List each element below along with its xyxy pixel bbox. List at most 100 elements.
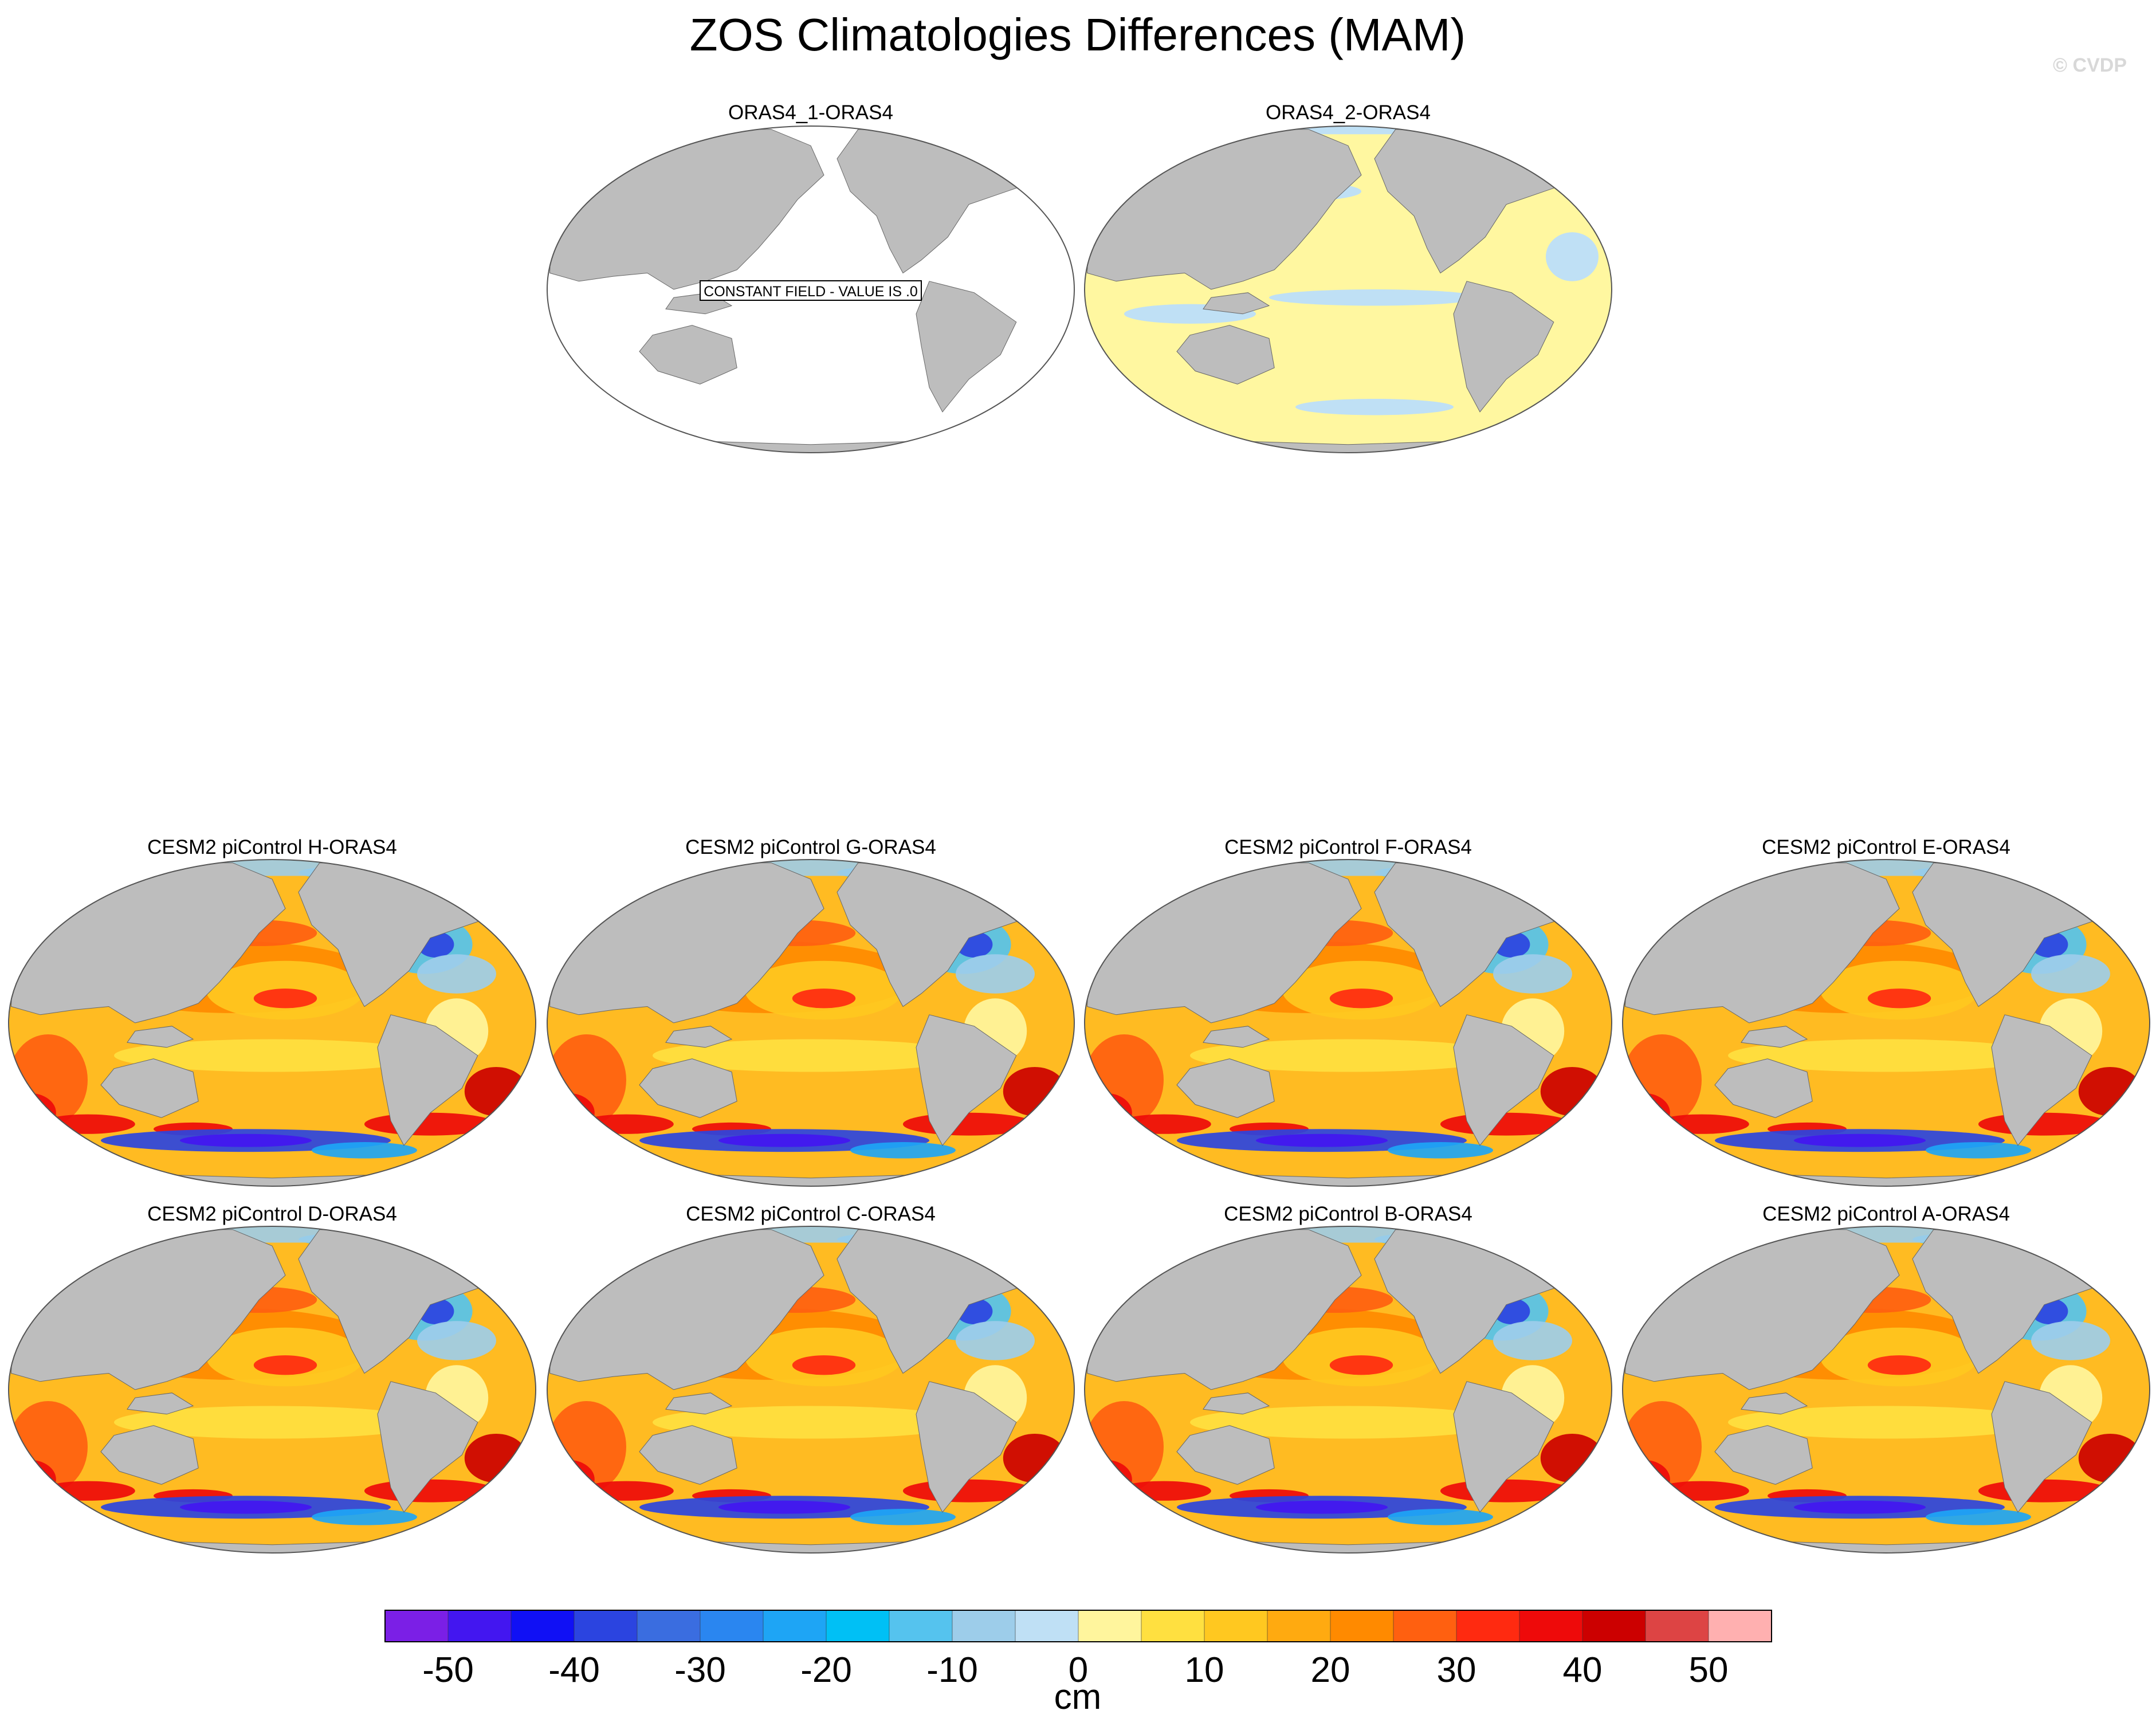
anomaly-patch	[180, 1500, 312, 1514]
colorbar-swatch	[1582, 1610, 1646, 1642]
map-border	[1084, 125, 1612, 453]
colorbar-swatch	[1708, 1610, 1772, 1642]
colorbar-swatch	[889, 1610, 953, 1642]
anomaly-patch	[956, 954, 1035, 994]
anomaly-patch	[312, 1509, 417, 1525]
anomaly-patch	[1329, 988, 1393, 1009]
colorbar-swatch	[510, 1610, 575, 1642]
anomaly-patch	[417, 1321, 496, 1360]
land-aus	[1176, 1058, 1275, 1118]
colorbar-frame	[384, 1610, 1772, 1642]
anomaly-patch	[1926, 1142, 2031, 1159]
land-indo	[1741, 1392, 1808, 1415]
anomaly-patch	[850, 1509, 956, 1525]
colorbar-swatch	[826, 1610, 890, 1642]
colorbar-swatch	[1015, 1610, 1079, 1642]
land-sam	[377, 1014, 478, 1146]
colorbar-tick-label: 30	[1437, 1650, 1476, 1690]
anomaly-patch	[417, 954, 496, 994]
land-indo	[1741, 1026, 1808, 1048]
colorbar-swatch	[384, 1610, 449, 1642]
anomaly-patch	[1295, 398, 1454, 415]
land-sam	[1453, 1381, 1554, 1513]
colorbar-tick-label: 50	[1689, 1650, 1729, 1690]
anomaly-patch	[1493, 1321, 1572, 1360]
land-sam	[916, 1381, 1017, 1513]
colorbar-swatch	[1645, 1610, 1709, 1642]
panel-title: ORAS4_1-ORAS4	[728, 101, 893, 124]
colorbar: -50 -40 -30 -20 -10 0 10 20 30 40 50	[384, 1610, 1772, 1690]
land-indo	[127, 1026, 194, 1048]
map-border	[1084, 859, 1612, 1187]
anomaly-patch	[956, 1321, 1035, 1360]
anomaly-patch	[1190, 1406, 1506, 1439]
panel-cesm2-g: CESM2 piControl G-ORAS4	[547, 836, 1075, 1187]
land-aus	[1714, 1058, 1813, 1118]
anomaly-patch	[1867, 1355, 1931, 1375]
panel-cesm2-c: CESM2 piControl C-ORAS4	[547, 1203, 1075, 1554]
colorbar-swatch	[637, 1610, 701, 1642]
colorbar-tick-label: -10	[926, 1650, 978, 1690]
anomaly-patch	[718, 1500, 850, 1514]
constant-field-note: CONSTANT FIELD - VALUE IS .0	[704, 284, 918, 300]
panel-title: CESM2 piControl E-ORAS4	[1762, 836, 2010, 858]
land-aus	[100, 1425, 199, 1485]
land-indo	[665, 1026, 733, 1048]
colorbar-tick-label: -40	[548, 1650, 600, 1690]
anomaly-patch	[1794, 1133, 1926, 1147]
anomaly-patch	[792, 1355, 856, 1375]
colorbar-tick-label: -50	[422, 1650, 474, 1690]
anomaly-patch	[1388, 1142, 1493, 1159]
map-border	[1622, 1226, 2150, 1554]
colorbar-swatch	[1204, 1610, 1268, 1642]
colorbar-swatch	[1267, 1610, 1331, 1642]
map-border	[547, 1226, 1075, 1554]
map-border	[1084, 1226, 1612, 1554]
panel-cesm2-b: CESM2 piControl B-ORAS4	[1084, 1203, 1612, 1554]
cvdp-watermark: © CVDP	[2053, 54, 2127, 76]
anomaly-patch	[1388, 1509, 1493, 1525]
land-sam	[377, 1381, 478, 1513]
anomaly-patch	[114, 1039, 430, 1072]
land-sam	[1991, 1014, 2092, 1146]
panel-title: CESM2 piControl C-ORAS4	[686, 1203, 936, 1225]
colorbar-tick-label: 20	[1311, 1650, 1350, 1690]
land-indo	[665, 1392, 733, 1415]
land-indo	[127, 1392, 194, 1415]
land-aus	[100, 1058, 199, 1118]
map-border	[1622, 859, 2150, 1187]
anomaly-patch	[312, 1142, 417, 1159]
anomaly-patch	[1256, 1133, 1388, 1147]
colorbar-tick-label: -20	[800, 1650, 852, 1690]
colorbar-swatch	[1141, 1610, 1205, 1642]
land-sam	[1453, 1014, 1554, 1146]
colorbar-swatch	[1456, 1610, 1520, 1642]
panel-title: CESM2 piControl A-ORAS4	[1762, 1203, 2010, 1225]
map-border	[547, 859, 1075, 1187]
anomaly-patch	[253, 988, 317, 1009]
land-aus	[1714, 1425, 1813, 1485]
panel-cesm2-f: CESM2 piControl F-ORAS4	[1084, 836, 1612, 1187]
anomaly-patch	[253, 1355, 317, 1375]
anomaly-patch	[1728, 1039, 2044, 1072]
anomaly-patch	[180, 1133, 312, 1147]
land-aus	[639, 325, 737, 385]
panel-title: CESM2 piControl D-ORAS4	[147, 1203, 397, 1225]
constant-field-box	[700, 280, 922, 301]
anomaly-patch	[653, 1406, 969, 1439]
panel-title: ORAS4_2-ORAS4	[1266, 101, 1431, 124]
figure-title: ZOS Climatologies Differences (MAM)	[690, 9, 1466, 60]
anomaly-patch	[1794, 1500, 1926, 1514]
anomaly-patch	[2031, 954, 2110, 994]
map-border	[547, 125, 1075, 453]
anomaly-patch	[1256, 1500, 1388, 1514]
map-border	[8, 1226, 536, 1554]
colorbar-swatch	[1078, 1610, 1142, 1642]
colorbar-swatch	[574, 1610, 638, 1642]
colorbar-swatch	[1519, 1610, 1583, 1642]
land-aus	[639, 1058, 737, 1118]
anomaly-patch	[114, 1406, 430, 1439]
land-sam	[1991, 1381, 2092, 1513]
panel-oras4-1-minus-oras4: ORAS4_1-ORAS4 CONSTANT FIELD - VALUE IS …	[547, 101, 1075, 453]
